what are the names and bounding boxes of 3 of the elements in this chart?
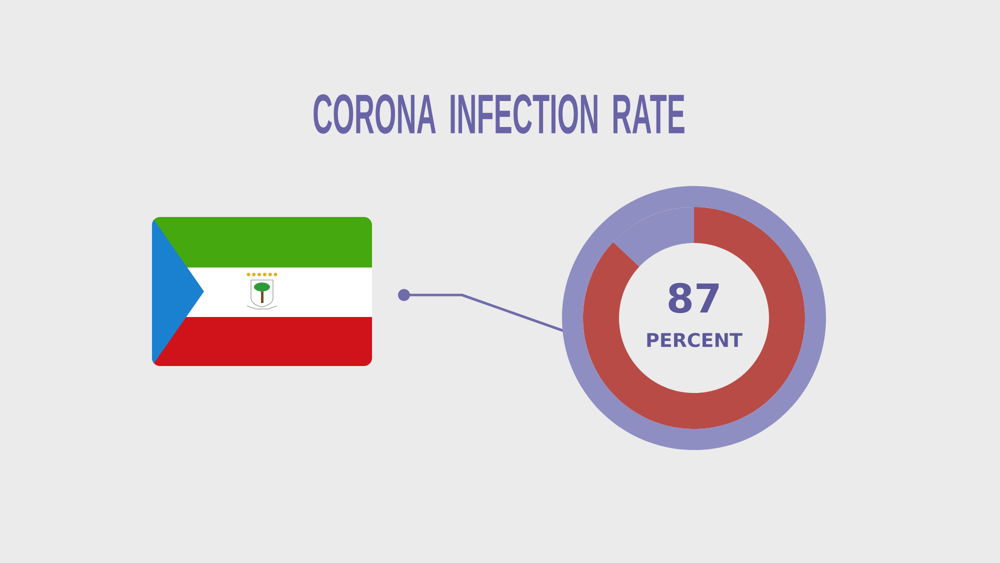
text: PERCENT xyxy=(647,332,742,348)
data-label: 87 xyxy=(668,282,719,314)
chart-title: CORONA INFECTION RATE xyxy=(314,94,684,134)
